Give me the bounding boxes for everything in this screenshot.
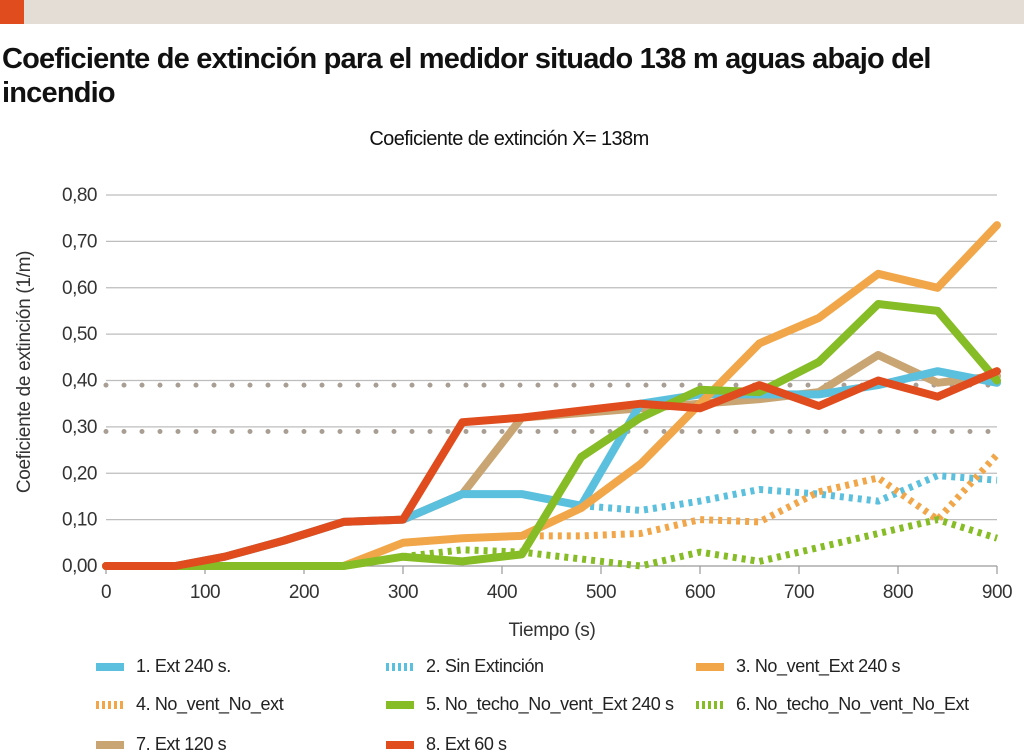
solid-line-swatch-icon	[386, 740, 414, 749]
dotted-line-swatch-icon	[386, 662, 414, 671]
legend-label: 3. No_vent_Ext 240 s	[736, 656, 901, 676]
y-tick-label: 0,30	[62, 417, 97, 438]
x-tick-label: 800	[883, 582, 913, 603]
x-tick-label: 500	[586, 582, 616, 603]
series-lines	[102, 221, 1001, 570]
x-tick-label: 300	[388, 582, 418, 603]
x-tick-label: 100	[190, 582, 220, 603]
x-tick-label: 700	[784, 582, 814, 603]
legend-label: 4. No_vent_No_ext	[136, 694, 284, 714]
series-line	[402, 516, 999, 570]
top-banner	[0, 0, 1024, 24]
y-tick-label: 0,20	[62, 463, 97, 484]
legend-label: 7. Ext 120 s	[136, 734, 227, 754]
legend-label: 8. Ext 60 s	[426, 734, 507, 754]
x-tick-label: 900	[982, 582, 1012, 603]
y-axis-title: Coeficiente de extinción (1/m)	[14, 251, 35, 493]
y-tick-label: 0,50	[62, 324, 97, 345]
series-line	[521, 452, 1000, 540]
series-line	[580, 472, 998, 514]
legend-label: 1. Ext 240 s.	[136, 656, 231, 676]
y-tick-label: 0,70	[62, 231, 97, 252]
page-title: Coeficiente de extinción para el medidor…	[2, 43, 931, 109]
x-tick-label: 400	[487, 582, 517, 603]
legend-label: 2. Sin Extinción	[426, 656, 544, 676]
x-tick-label: 600	[685, 582, 715, 603]
x-axis-title: Tiempo (s)	[508, 620, 595, 641]
legend-label: 6. No_techo_No_vent_No_Ext	[736, 694, 969, 714]
solid-line-swatch-icon	[386, 700, 414, 709]
y-tick-label: 0,40	[62, 371, 97, 392]
line-chart: 0,00 0,10 0,20 0,30 0,40 0,50 0,60 0,70 0,80 0 10…	[14, 185, 1013, 641]
x-tick-label: 0	[101, 582, 111, 603]
brand-accent-block	[0, 0, 24, 24]
legend-item: 2. Sin Extinción	[386, 656, 544, 677]
dotted-line-swatch-icon	[96, 700, 124, 709]
solid-line-swatch-icon	[96, 662, 124, 671]
legend-item: 4. No_vent_No_ext	[96, 694, 284, 715]
legend: 1. Ext 240 s. 2. Sin Extinción 3. No_vent_…	[0, 650, 1024, 755]
solid-line-swatch-icon	[96, 740, 124, 749]
legend-item: 3. No_vent_Ext 240 s	[696, 656, 901, 677]
legend-label: 5. No_techo_No_vent_Ext 240 s	[426, 694, 674, 714]
x-axis: 0 100 200 300 400 500 600 700 800 900	[101, 565, 1013, 603]
y-tick-label: 0,80	[62, 185, 97, 206]
x-tick-label: 200	[289, 582, 319, 603]
legend-item: 7. Ext 120 s	[96, 734, 227, 755]
gridlines	[106, 194, 997, 521]
legend-item: 1. Ext 240 s.	[96, 656, 231, 677]
series-line	[102, 221, 1001, 570]
legend-item: 6. No_techo_No_vent_No_Ext	[696, 694, 969, 715]
y-tick-label: 0,00	[62, 556, 97, 577]
legend-item: 8. Ext 60 s	[386, 734, 507, 755]
solid-line-swatch-icon	[696, 662, 724, 671]
reference-lines	[103, 382, 1000, 435]
legend-item: 5. No_techo_No_vent_Ext 240 s	[386, 694, 674, 715]
series-line	[102, 367, 1001, 570]
dotted-line-swatch-icon	[696, 700, 724, 709]
chart-title: Coeficiente de extinción X= 138m	[369, 128, 649, 150]
y-tick-label: 0,60	[62, 278, 97, 299]
y-tick-label: 0,10	[62, 510, 97, 531]
series-line	[102, 300, 1001, 570]
y-axis-ticks: 0,00 0,10 0,20 0,30 0,40 0,50 0,60 0,70 0,80	[62, 185, 97, 577]
